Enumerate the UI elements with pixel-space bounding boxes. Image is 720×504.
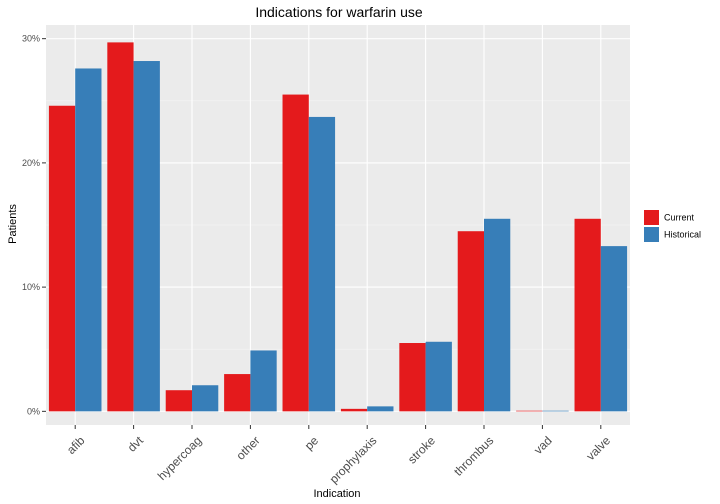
bar-current-vad: [516, 410, 543, 412]
x-tick-label: pe: [302, 433, 322, 453]
bar-current-dvt: [107, 42, 134, 412]
bar-current-thrombus: [457, 231, 484, 412]
bar-historical-dvt: [133, 61, 160, 412]
bar-historical-valve: [600, 246, 628, 412]
x-axis: afib dvt hypercoag other pe prophylaxis stroke…: [64, 425, 613, 486]
x-tick-label: other: [233, 433, 262, 462]
legend-label-historical: Historical: [664, 230, 701, 240]
bar-current-other: [224, 374, 251, 412]
bars: [48, 42, 628, 412]
bar-current-stroke: [399, 343, 426, 412]
x-tick-label: valve: [583, 433, 613, 463]
y-tick-label: 10%: [22, 282, 40, 292]
y-axis: 0% 10% 20% 30%: [22, 34, 46, 416]
legend: Current Historical: [644, 210, 701, 242]
bar-historical-vad: [542, 410, 569, 412]
x-tick-label: hypercoag: [155, 433, 205, 483]
x-axis-title: Indication: [313, 488, 360, 500]
bar-historical-other: [250, 350, 277, 412]
bar-current-hypercoag: [165, 390, 192, 412]
legend-key-historical: [644, 227, 659, 242]
x-tick-label: thrombus: [451, 433, 496, 478]
chart-title: Indications for warfarin use: [255, 4, 423, 20]
bar-historical-prophylaxis: [367, 406, 394, 412]
x-tick-label: prophylaxis: [327, 433, 380, 486]
x-tick-label: afib: [64, 433, 88, 457]
legend-label-current: Current: [664, 213, 695, 223]
x-tick-label: dvt: [125, 433, 147, 455]
bar-current-pe: [282, 94, 309, 412]
x-tick-label: vad: [531, 433, 555, 457]
bar-current-afib: [48, 105, 76, 412]
bar-current-valve: [574, 218, 601, 412]
x-tick-label: stroke: [405, 433, 438, 466]
bar-historical-thrombus: [484, 218, 511, 412]
bar-historical-stroke: [425, 341, 452, 412]
bar-historical-afib: [75, 68, 102, 412]
legend-key-current: [644, 210, 659, 225]
y-tick-label: 20%: [22, 158, 40, 168]
bar-historical-hypercoag: [192, 385, 219, 412]
y-tick-label: 30%: [22, 34, 40, 44]
bar-current-prophylaxis: [340, 408, 368, 412]
y-axis-title: Patients: [7, 204, 19, 244]
y-tick-label: 0%: [27, 406, 40, 416]
bar-historical-pe: [308, 116, 336, 412]
